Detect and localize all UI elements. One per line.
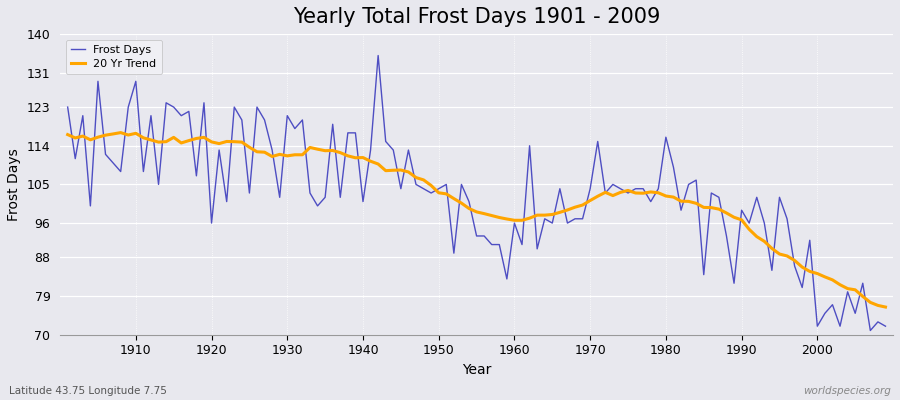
Line: Frost Days: Frost Days <box>68 56 886 330</box>
20 Yr Trend <box>880 305 891 310</box>
20 Yr Trend <box>297 152 308 157</box>
Frost Days <box>62 105 73 110</box>
Frost Days <box>865 328 876 333</box>
Text: worldspecies.org: worldspecies.org <box>803 386 891 396</box>
Frost Days <box>373 53 383 58</box>
20 Yr Trend <box>62 132 73 137</box>
Frost Days <box>335 195 346 200</box>
Frost Days <box>509 221 520 226</box>
Text: Latitude 43.75 Longitude 7.75: Latitude 43.75 Longitude 7.75 <box>9 386 166 396</box>
20 Yr Trend <box>342 154 353 158</box>
20 Yr Trend <box>130 131 141 136</box>
Legend: Frost Days, 20 Yr Trend: Frost Days, 20 Yr Trend <box>66 40 162 74</box>
Frost Days <box>608 182 618 187</box>
20 Yr Trend <box>517 218 527 223</box>
20 Yr Trend <box>115 130 126 135</box>
Y-axis label: Frost Days: Frost Days <box>7 148 21 221</box>
Frost Days <box>880 324 891 328</box>
Title: Yearly Total Frost Days 1901 - 2009: Yearly Total Frost Days 1901 - 2009 <box>292 7 661 27</box>
Frost Days <box>290 126 301 131</box>
Frost Days <box>517 242 527 247</box>
X-axis label: Year: Year <box>462 363 491 377</box>
20 Yr Trend <box>509 218 520 223</box>
20 Yr Trend <box>608 193 618 198</box>
Line: 20 Yr Trend: 20 Yr Trend <box>68 133 886 307</box>
Frost Days <box>122 105 133 110</box>
